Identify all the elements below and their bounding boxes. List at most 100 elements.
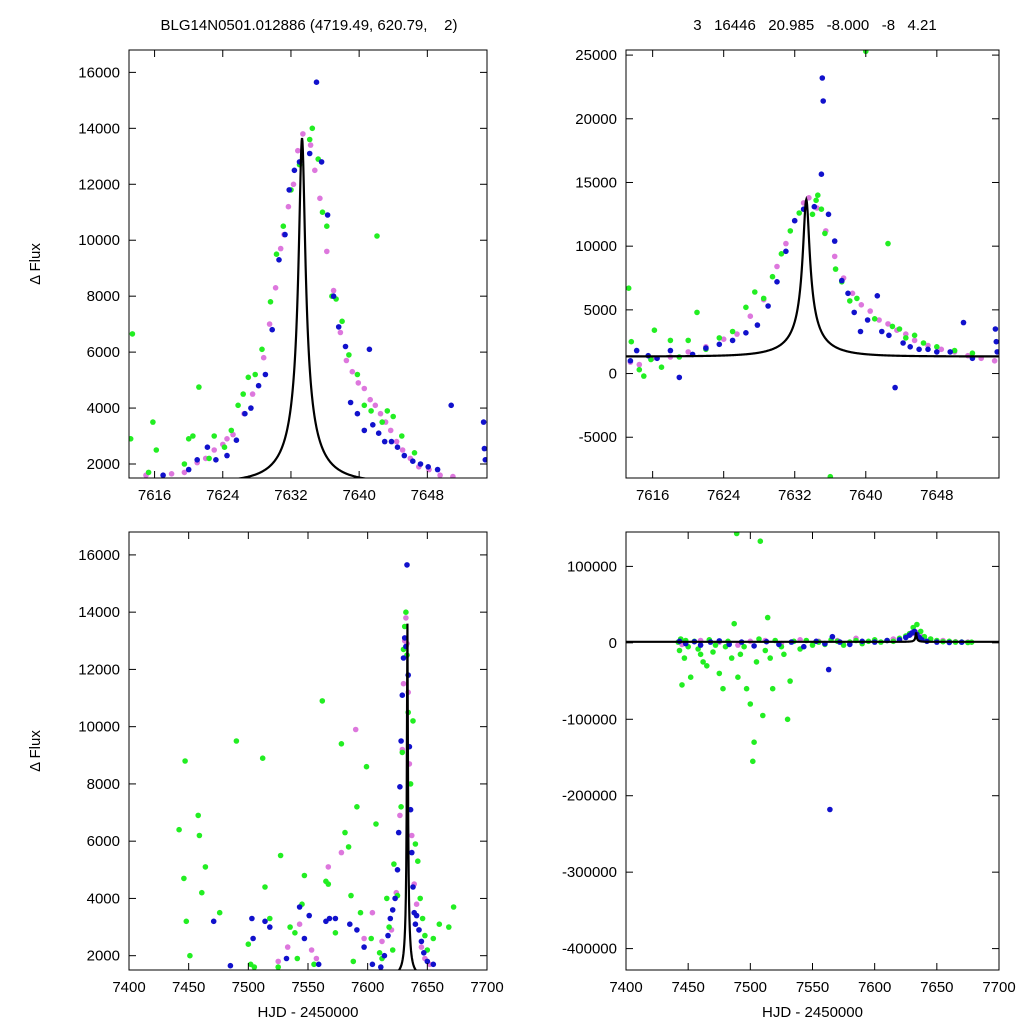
panel-bottom-right: 7400 7450 7500 7550 7600 7650 7700 -400000 -3000… [562,531,1016,1021]
data-point-blue [213,457,219,463]
model-fit-curve [397,623,418,970]
data-point-blue [330,293,337,300]
data-point-blue [318,159,325,165]
data-point-green [273,251,280,257]
data-point-green [751,739,757,745]
data-point-magenta [849,290,856,297]
y-tick-label: 4000 [87,400,120,417]
data-point-green [311,961,317,968]
data-point-green [679,682,685,688]
data-point-green [733,532,740,537]
data-point-green [436,921,443,927]
data-point-green [251,964,258,970]
data-point-green [339,318,345,325]
data-point-magenta [300,131,306,137]
panel-bottom-left: 7400 7450 7500 7550 7600 7650 7700 2000 4000 6000… [27,531,504,1021]
data-point-blue [381,438,388,445]
data-point-magenta [337,329,344,336]
data-point-green [934,344,940,350]
data-point-green [710,649,716,655]
data-point-green [292,930,298,936]
data-point-magenta [735,642,741,648]
data-point-blue [925,346,931,353]
data-point-blue [395,829,402,836]
data-point-blue [315,961,322,968]
data-point-magenta [317,195,323,202]
data-point-green [889,323,896,330]
data-point-magenta [379,938,385,945]
data-point-green [756,636,762,642]
y-tick-label: 20000 [575,111,617,128]
data-point-blue [994,349,999,355]
data-point-green [809,211,816,218]
data-point-blue [783,248,789,255]
data-point-magenta [308,947,315,953]
plot-frame [128,531,488,971]
data-point-green [228,427,235,434]
data-point-blue [283,955,290,962]
data-point-blue [160,472,166,478]
data-point-magenta [313,955,320,962]
data-point-magenta [734,331,740,337]
x-tick-label: 7700 [982,979,1015,996]
plot-frame [625,49,1000,479]
data-point-blue [389,907,396,913]
data-point-green [386,924,392,930]
data-point-blue [729,337,736,344]
data-point-green [324,223,330,229]
data-point-blue [301,935,308,942]
data-point-magenta [418,944,425,950]
data-point-magenta [324,248,330,255]
data-point-blue [820,98,826,104]
data-point-blue [369,961,376,968]
data-point-green [694,309,700,316]
data-point-green [676,647,683,654]
data-point-blue [250,935,256,942]
data-point-blue [960,319,967,326]
data-point-magenta [349,368,356,375]
data-point-blue [276,257,282,263]
data-point-blue [361,944,367,950]
x-tick-label: 7700 [470,979,503,996]
data-point-blue [765,303,771,309]
data-point-green [667,337,674,344]
data-point-green [681,655,688,661]
data-point-magenta [774,263,780,270]
data-point-blue [857,328,864,335]
x-axis-label: HJD - 2450000 [762,1004,863,1021]
data-point-green [651,327,658,334]
data-point-green [809,642,816,648]
data-point-magenta [355,380,362,386]
data-point-blue [847,641,853,648]
data-point-green [403,609,409,615]
data-point-blue [262,371,269,378]
data-point-blue [392,895,398,902]
data-point-blue [434,466,441,473]
model-fit-curve [234,137,370,478]
data-point-green [969,350,976,357]
data-point-magenta [284,944,291,950]
y-tick-label: 14000 [78,120,120,137]
data-point-green [332,930,339,936]
data-point-blue [801,643,807,650]
data-point-magenta [295,147,301,154]
data-point-blue [845,290,851,297]
data-point-blue [992,326,999,332]
data-point-green [187,952,193,959]
data-point-blue [398,738,404,744]
data-point-blue [410,884,416,890]
data-point-green [245,374,252,381]
data-point-green [743,685,750,692]
data-point-green [704,663,710,669]
data-point-blue [409,849,415,856]
data-point-green [185,436,192,442]
data-point-blue [430,961,437,968]
data-point-magenta [876,317,882,323]
data-point-green [750,758,756,765]
y-tick-label: -200000 [562,788,617,805]
data-point-green [196,384,202,390]
data-point-magenta [249,391,256,397]
x-tick-label: 7650 [411,979,444,996]
panel-top-right: 7616 7624 7632 7640 7648 -5000 0 5000 10000 15000… [575,47,1000,504]
x-tick-label: 7400 [112,979,145,996]
